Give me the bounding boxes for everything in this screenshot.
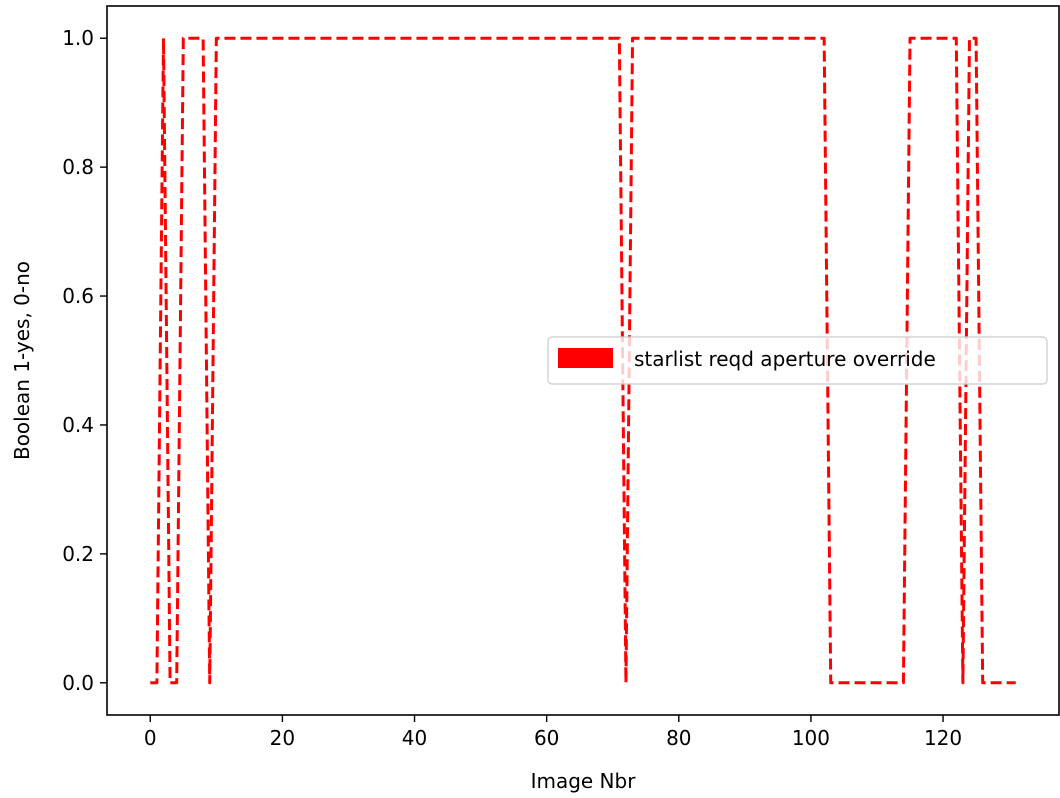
x-tick-label: 20 [270,726,295,750]
y-axis-label: Boolean 1-yes, 0-no [10,261,34,460]
y-tick-label: 0.4 [62,413,94,437]
y-tick-label: 0.2 [62,542,94,566]
y-tick-label: 0.6 [62,284,94,308]
legend-swatch [558,348,613,368]
y-tick-label: 0.0 [62,671,94,695]
x-axis-label: Image Nbr [531,769,637,793]
x-tick-label: 100 [792,726,830,750]
legend-label: starlist reqd aperture override [634,347,936,371]
y-tick-label: 0.8 [62,155,94,179]
legend-box [547,336,1048,385]
y-tick-label: 1.0 [62,26,94,50]
plot-area [150,36,1016,685]
x-axis-ticks: 0 20 40 60 80 100 120 [144,715,962,750]
y-axis-ticks: 0.0 0.2 0.4 0.6 0.8 1.0 [62,26,107,695]
x-tick-label: 80 [666,726,691,750]
x-tick-label: 0 [144,726,157,750]
x-tick-label: 60 [534,726,559,750]
x-tick-label: 120 [924,726,962,750]
legend: starlist reqd aperture override [547,336,1048,385]
x-tick-label: 40 [402,726,427,750]
series-line [150,36,1016,685]
axes-frame [106,5,1060,716]
